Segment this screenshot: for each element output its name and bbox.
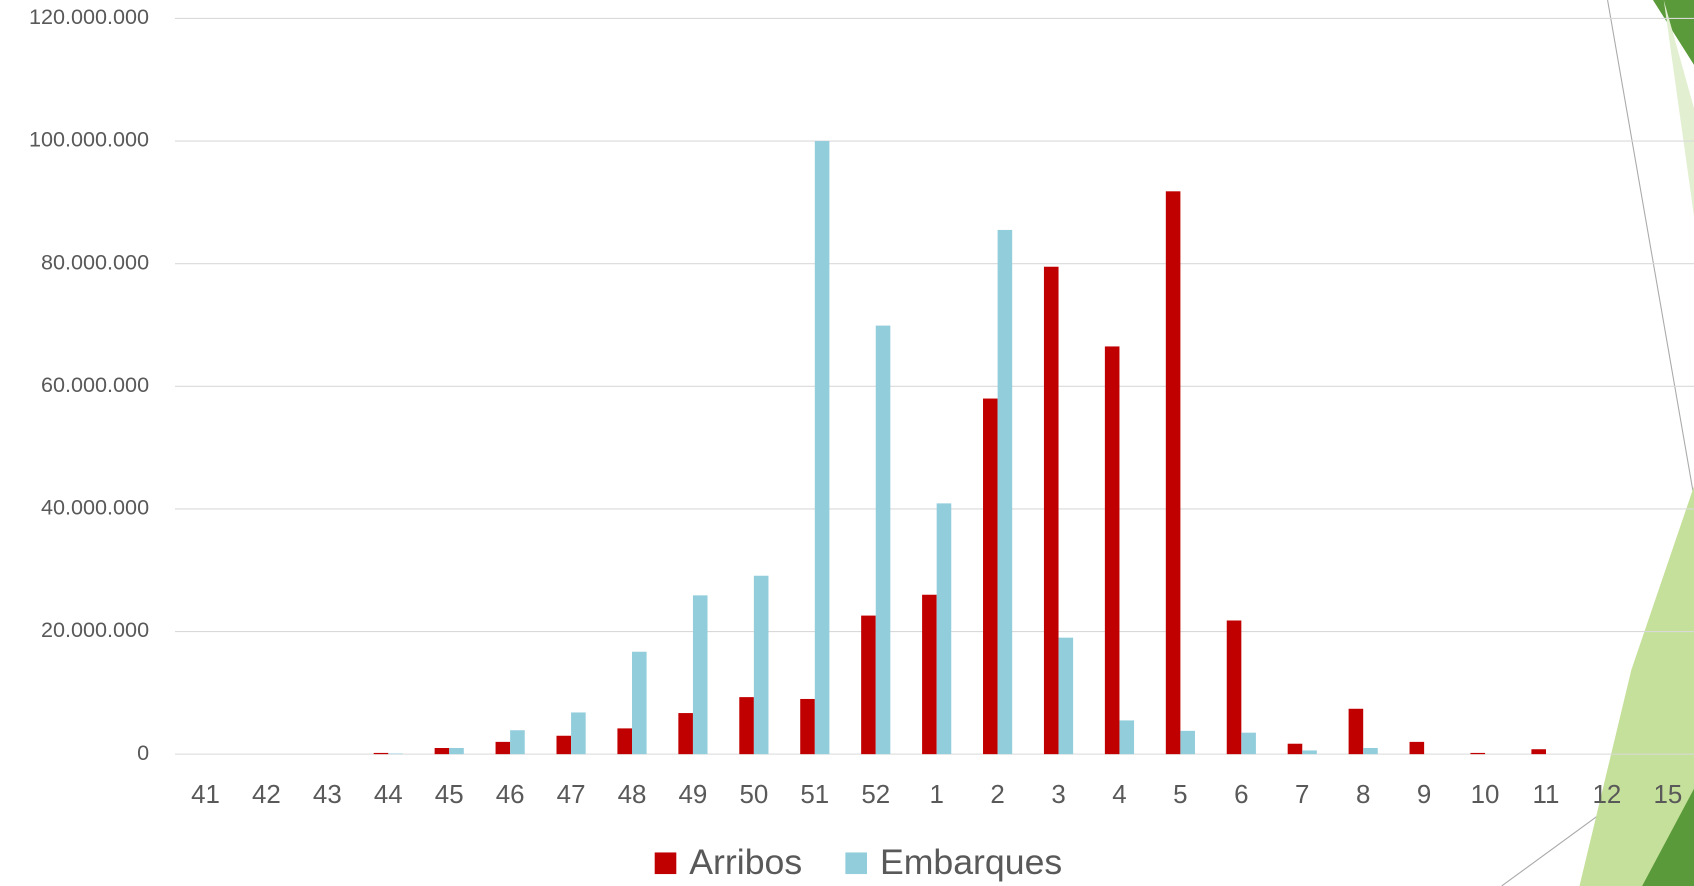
bar xyxy=(510,730,525,755)
bar xyxy=(556,735,572,755)
bar xyxy=(814,141,830,755)
bar xyxy=(739,697,754,755)
x-tick-label: 44 xyxy=(374,781,403,809)
labels: 0 20.000.000 40.000.000 60.000.000 80.000.00… xyxy=(29,4,1682,809)
bar xyxy=(1302,750,1317,755)
bar xyxy=(373,752,389,755)
y-tick-label: 0 xyxy=(137,740,149,765)
bar xyxy=(632,651,647,755)
x-tick-label: 48 xyxy=(618,781,647,809)
x-tick-label: 42 xyxy=(252,781,281,809)
bar xyxy=(1531,749,1546,755)
bar xyxy=(1348,708,1364,755)
bar xyxy=(449,748,464,755)
bar xyxy=(1104,346,1120,755)
x-tick-label: 47 xyxy=(557,781,586,809)
legend-swatch xyxy=(654,852,677,875)
x-tick-label: 46 xyxy=(496,781,525,809)
bar xyxy=(678,713,693,755)
legend-swatch xyxy=(845,852,867,875)
bar xyxy=(1226,620,1242,755)
legend: Arribos Embarques xyxy=(654,842,1062,882)
bar xyxy=(692,595,708,755)
x-tick-label: 6 xyxy=(1234,781,1248,809)
x-tick-label: 51 xyxy=(800,781,829,809)
y-tick-label: 100.000.000 xyxy=(29,127,149,152)
bar xyxy=(1058,637,1074,755)
bar xyxy=(495,741,511,755)
x-tick-label: 4 xyxy=(1112,781,1126,809)
bars xyxy=(373,141,1546,755)
x-tick-label: 50 xyxy=(739,781,768,809)
bar xyxy=(1363,748,1378,755)
x-tick-label: 43 xyxy=(313,781,342,809)
x-tick-label: 49 xyxy=(679,781,708,809)
bar xyxy=(1180,730,1195,755)
bar xyxy=(875,325,891,755)
bar xyxy=(1241,732,1256,755)
y-tick-label: 120.000.000 xyxy=(29,4,149,29)
bar xyxy=(1165,191,1181,755)
y-tick-label: 80.000.000 xyxy=(41,249,149,274)
x-tick-label: 1 xyxy=(929,781,943,809)
bar xyxy=(617,728,633,755)
x-tick-label: 10 xyxy=(1471,781,1500,809)
x-tick-label: 41 xyxy=(191,781,220,809)
x-tick-label: 9 xyxy=(1417,781,1431,809)
bar xyxy=(1043,266,1059,755)
legend-label: Arribos xyxy=(689,842,802,882)
bar xyxy=(1119,720,1135,755)
bar xyxy=(861,615,876,755)
bar xyxy=(434,748,450,755)
legend-label: Embarques xyxy=(880,842,1062,882)
bar xyxy=(983,398,998,755)
bar xyxy=(1287,743,1303,755)
bar xyxy=(388,753,403,755)
x-tick-label: 5 xyxy=(1173,781,1187,809)
x-tick-label: 7 xyxy=(1295,781,1309,809)
y-tick-label: 20.000.000 xyxy=(41,617,149,642)
x-tick-label: 11 xyxy=(1533,781,1560,809)
bar xyxy=(800,698,815,755)
bar xyxy=(1470,752,1486,755)
x-tick-label: 52 xyxy=(861,781,890,809)
decoration xyxy=(1501,0,1694,886)
y-tick-label: 60.000.000 xyxy=(41,372,149,397)
bar xyxy=(922,594,937,755)
bar xyxy=(936,503,952,755)
bar xyxy=(571,712,586,755)
bar xyxy=(1409,741,1425,755)
bar xyxy=(753,575,769,755)
x-tick-label: 15 xyxy=(1653,781,1682,809)
bar xyxy=(997,229,1013,755)
x-tick-label: 3 xyxy=(1051,781,1065,809)
x-tick-label: 45 xyxy=(435,781,464,809)
y-tick-label: 40.000.000 xyxy=(41,495,149,520)
x-tick-label: 12 xyxy=(1593,781,1622,809)
x-tick-label: 2 xyxy=(990,781,1004,809)
x-tick-label: 8 xyxy=(1356,781,1370,809)
